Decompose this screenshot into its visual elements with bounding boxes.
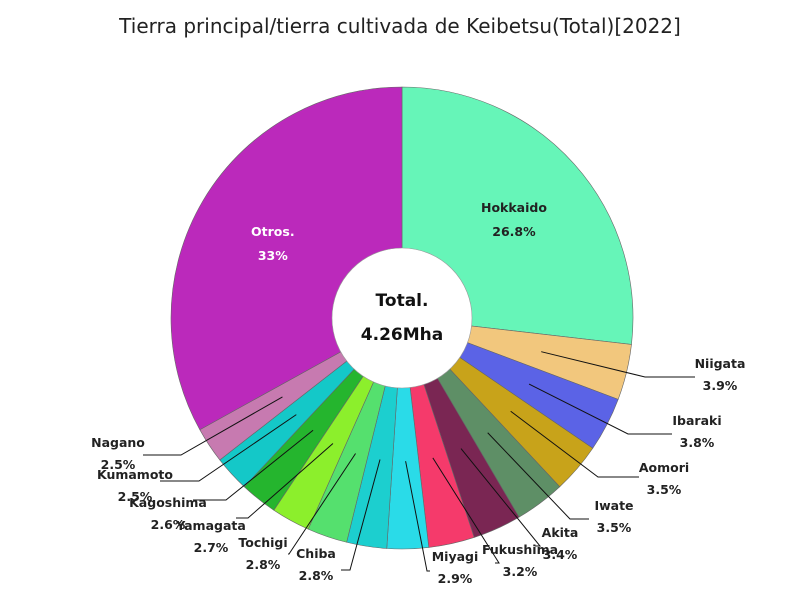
slice-name-tochigi: Tochigi: [238, 535, 287, 550]
leader-yamagata: [236, 443, 334, 519]
slice-value-chiba: 2.8%: [299, 568, 334, 583]
slice-name-niigata: Niigata: [695, 356, 746, 371]
slice-value-fukushima: 3.2%: [503, 564, 538, 579]
slice-name-fukushima: Fukushima: [482, 542, 558, 557]
slice-value-hokkaido: 26.8%: [492, 224, 536, 239]
slice-value-nagano: 2.5%: [101, 457, 136, 472]
leader-niigata: [541, 351, 695, 378]
leader-iwate: [487, 432, 589, 520]
chart-title: Tierra principal/tierra cultivada de Kei…: [119, 14, 681, 38]
slice-name-nagano: Nagano: [91, 435, 145, 450]
center-value: 4.26Mha: [361, 325, 443, 345]
leader-fukushima: [432, 457, 500, 564]
slice-name-hokkaido: Hokkaido: [481, 200, 547, 215]
slice-value-yamagata: 2.7%: [194, 540, 229, 555]
leader-chiba: [341, 459, 381, 571]
slice-name-aomori: Aomori: [639, 460, 689, 475]
slice-value-ibaraki: 3.8%: [680, 435, 715, 450]
leader-ibaraki: [528, 383, 672, 435]
leader-tochigi: [288, 453, 356, 555]
leader-lines: [143, 351, 695, 572]
slice-value-tochigi: 2.8%: [246, 557, 281, 572]
slice-name-akita: Akita: [542, 525, 579, 540]
slice-name-yamagata: Yamagata: [175, 518, 246, 533]
leader-kagoshima: [193, 429, 314, 501]
slice-name-chiba: Chiba: [296, 546, 336, 561]
slice-name-miyagi: Miyagi: [432, 549, 479, 564]
slice-value-miyagi: 2.9%: [438, 571, 473, 586]
leader-kumamoto: [160, 414, 297, 482]
slice-name-kumamoto: Kumamoto: [97, 467, 173, 482]
slice-value-kumamoto: 2.5%: [118, 489, 153, 504]
slice-value-kagoshima: 2.6%: [151, 517, 186, 532]
leader-nagano: [143, 396, 283, 456]
slice-value-iwate: 3.5%: [597, 520, 632, 535]
slice-value-otros: 33%: [258, 248, 288, 263]
leader-akita: [460, 448, 542, 547]
center-label: Total.: [376, 291, 429, 311]
slice-value-niigata: 3.9%: [703, 378, 738, 393]
slice-name-iwate: Iwate: [594, 498, 633, 513]
leader-aomori: [510, 410, 639, 478]
slice-name-otros: Otros.: [251, 224, 295, 239]
slice-labels: Hokkaido 26.8% Niigata 3.9% Ibaraki 3.8% Aomor…: [91, 200, 745, 586]
donut-hole: [331, 247, 473, 389]
slice-name-ibaraki: Ibaraki: [672, 413, 721, 428]
slice-value-aomori: 3.5%: [647, 482, 682, 497]
slice-value-akita: 3.4%: [543, 547, 578, 562]
leader-miyagi: [405, 461, 430, 572]
slice-name-kagoshima: Kagoshima: [129, 495, 207, 510]
